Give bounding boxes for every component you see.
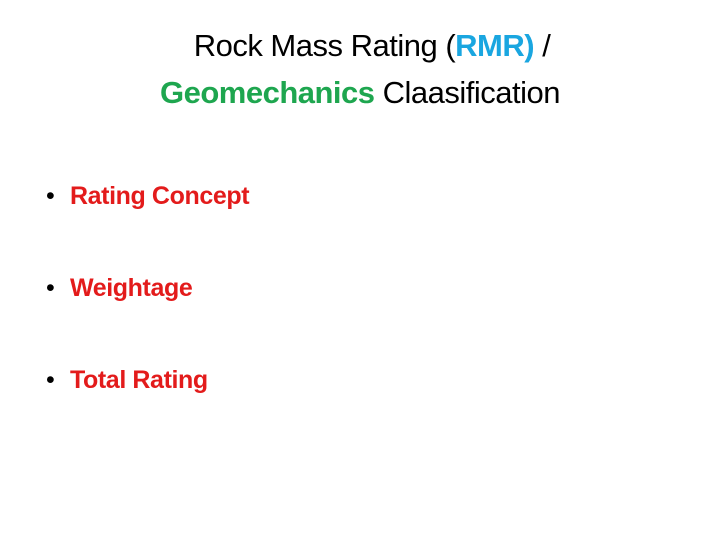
title-rmr: RMR) <box>455 28 535 63</box>
bullet-text: Rating Concept <box>70 182 250 210</box>
title-text: Claasification <box>374 75 561 110</box>
bullet-item: • Rating Concept <box>46 178 250 270</box>
slide-title: Rock Mass Rating (RMR) / Geomechanics Cl… <box>0 22 720 116</box>
bullet-icon: • <box>46 182 55 210</box>
bullet-text: Total Rating <box>70 366 208 394</box>
bullet-list: • Rating Concept • Weightage • Total Rating <box>46 178 250 454</box>
title-text: Rock Mass Rating ( <box>193 28 456 63</box>
bullet-item: • Weightage <box>46 270 249 362</box>
bullet-item: • Total Rating <box>46 362 249 454</box>
title-line-2: Geomechanics Claasification <box>0 69 720 116</box>
bullet-icon: • <box>46 366 55 394</box>
bullet-icon: • <box>46 274 55 302</box>
title-text: / <box>534 28 551 63</box>
title-geomechanics: Geomechanics <box>159 75 375 110</box>
bullet-text: Weightage <box>70 274 193 302</box>
title-line-1: Rock Mass Rating (RMR) / <box>0 22 720 69</box>
